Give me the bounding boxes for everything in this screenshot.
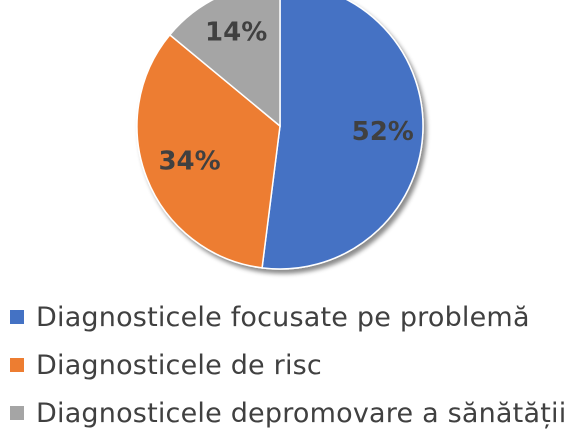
legend-swatch-2 (10, 358, 24, 372)
data-label-2: 34% (158, 146, 220, 176)
legend-swatch-1 (10, 310, 24, 324)
data-label-1: 52% (352, 117, 414, 147)
pie-slice-3 (168, 0, 281, 128)
pie-slices (136, 0, 424, 270)
legend: Diagnosticele focusate pe problemă Diagno… (10, 293, 566, 437)
legend-label-3: Diagnosticele depromovare a sănătății (36, 397, 566, 429)
pie-data-labels: 52% 34% 14% (158, 17, 413, 176)
data-label-3: 14% (205, 17, 267, 47)
legend-label-2: Diagnosticele de risc (36, 349, 322, 381)
pie-slice-1 (261, 0, 424, 270)
pie-chart: 52% 34% 14% (136, 0, 424, 270)
legend-item-3: Diagnosticele depromovare a sănătății (10, 389, 566, 437)
legend-swatch-3 (10, 406, 24, 420)
pie-slice-2 (136, 33, 281, 269)
legend-label-1: Diagnosticele focusate pe problemă (36, 301, 530, 333)
legend-item-2: Diagnosticele de risc (10, 341, 566, 389)
legend-item-1: Diagnosticele focusate pe problemă (10, 293, 566, 341)
